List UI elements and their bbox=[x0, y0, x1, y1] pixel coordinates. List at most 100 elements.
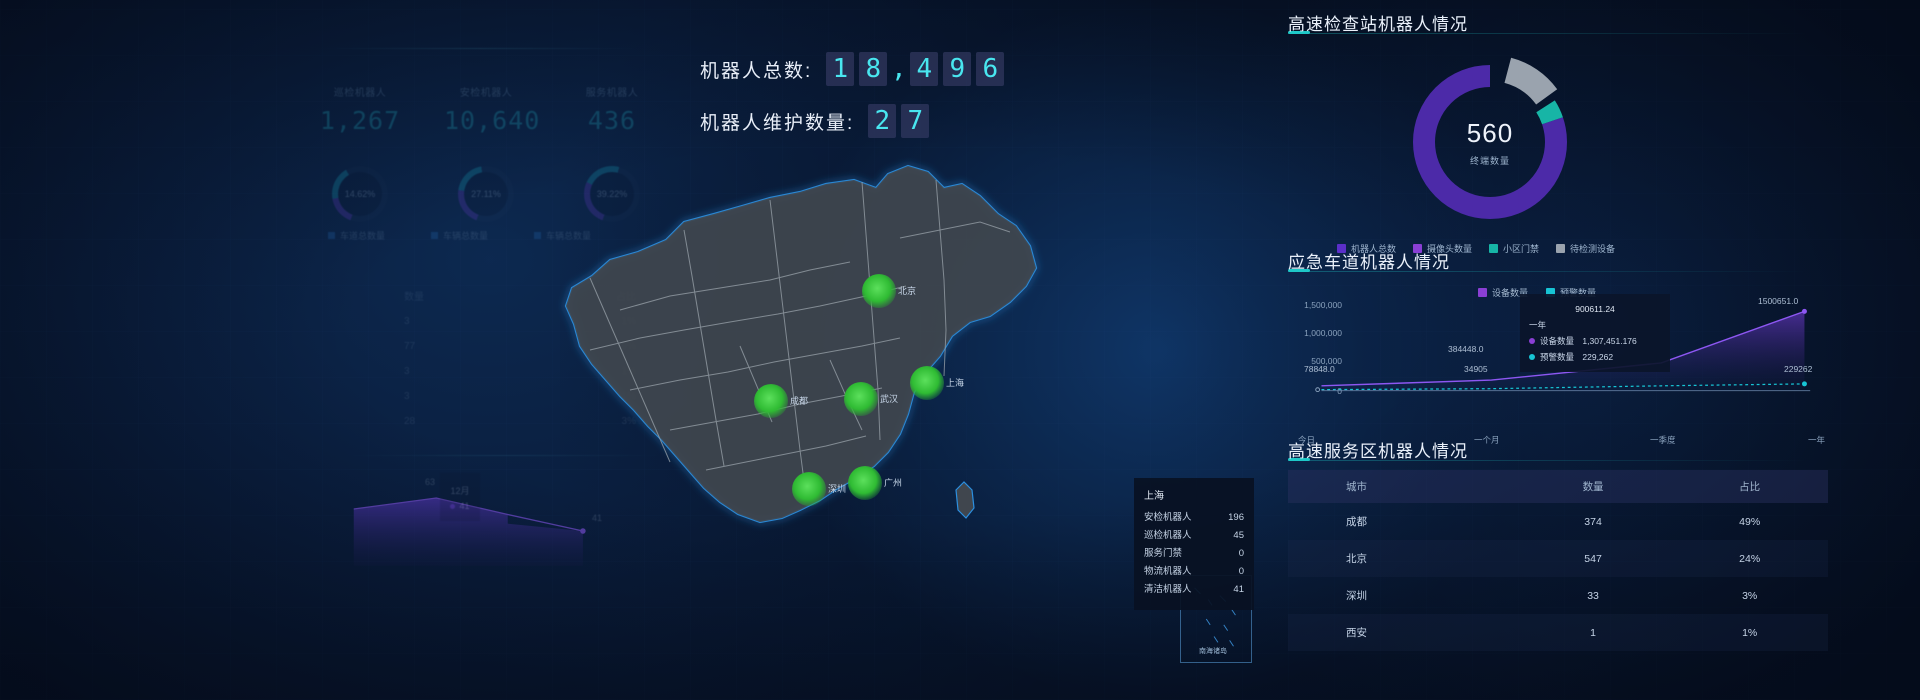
area-end-label: 41 bbox=[592, 513, 603, 523]
x-tick: 一个月 bbox=[1474, 435, 1500, 445]
legend-item: 摄像头数量 bbox=[1413, 242, 1472, 255]
gauge-column: 14.62% bbox=[318, 166, 402, 222]
digit: 7 bbox=[901, 104, 930, 138]
donut-center-labels: 560 终端数量 bbox=[1400, 52, 1580, 232]
line-chart-legend: 设备数量 预警数量 bbox=[1478, 286, 1596, 299]
table-row[interactable]: 北京 547 24% bbox=[1288, 540, 1828, 577]
point-label: 78848.0 bbox=[1304, 364, 1335, 374]
section-title: 应急车道机器人情况 bbox=[1288, 253, 1450, 272]
percent-gauge: 39.22% bbox=[584, 166, 640, 222]
digit: 9 bbox=[943, 52, 972, 86]
y-tick: 500,000 bbox=[1311, 356, 1342, 366]
cell-count: 3 bbox=[404, 366, 410, 377]
stat-label: 安检机器人 bbox=[459, 88, 513, 99]
cell-city: 北京 bbox=[1288, 540, 1515, 577]
cell-count: 28 bbox=[404, 416, 416, 427]
legend-label: 摄像头数量 bbox=[1427, 244, 1473, 254]
cell-count: 374 bbox=[1584, 515, 1602, 528]
stat-column: 巡检机器人 1,267 bbox=[318, 84, 402, 135]
checkpoint-donut-chart[interactable]: 560 终端数量 bbox=[1400, 52, 1580, 232]
counters-block: 机器人总数: 1 8 , 4 9 6 机器人维护数量: 2 7 bbox=[700, 52, 1005, 156]
tooltip-row-value: 45 bbox=[1233, 530, 1244, 542]
map-tooltip: 上海 安检机器人 196 巡检机器人 45 服务门禁 0 物流机器人 0 清洁机… bbox=[1134, 478, 1254, 611]
panel-divider bbox=[340, 455, 670, 456]
table-header-row: 城市 数量 占比 bbox=[1288, 470, 1828, 503]
donut-legend: 机器人总数 摄像头数量 小区门禁 待检测设备 bbox=[1337, 242, 1615, 255]
gauge-column: 39.22% bbox=[570, 166, 654, 222]
column-header-city: 城市 bbox=[1288, 470, 1515, 503]
gauge-column: 27.11% bbox=[444, 166, 528, 222]
donut-value: 560 bbox=[1466, 117, 1514, 148]
area-chart-tooltip: 12月 41 bbox=[440, 473, 480, 521]
cell-city: 成都 bbox=[1346, 516, 1367, 528]
tooltip-row: 巡检机器人 45 bbox=[1144, 527, 1244, 545]
emergency-line-chart[interactable]: 设备数量 预警数量 1,500,000 1,000,000 500,000 0 … bbox=[1288, 286, 1848, 445]
table-row[interactable]: 西安 1 1% bbox=[1288, 614, 1828, 651]
stat-row: 巡检机器人 1,267 安检机器人 10,640 服务机器人 436 bbox=[318, 84, 654, 135]
data-point bbox=[1801, 308, 1807, 314]
left-area-chart-panel: 63 41 12月 41 bbox=[340, 455, 670, 575]
tooltip-row-value: 196 bbox=[1228, 512, 1244, 523]
stat-value: 10,640 bbox=[444, 106, 541, 135]
map-island-taiwan bbox=[955, 481, 975, 519]
section-underline bbox=[1288, 31, 1310, 34]
x-tick: 一年 bbox=[1808, 435, 1826, 445]
legend-swatch-icon bbox=[1337, 244, 1346, 253]
cell-count: 547 bbox=[1514, 540, 1672, 577]
counter-total: 机器人总数: 1 8 , 4 9 6 bbox=[700, 52, 1005, 86]
tooltip-row: 设备数量 1,307,451.176 bbox=[1529, 333, 1661, 349]
data-point bbox=[1801, 381, 1807, 387]
gauge-row: 14.62% 27.11% 39.22% bbox=[318, 166, 654, 222]
counter-total-digits: 1 8 , 4 9 6 bbox=[826, 52, 1005, 86]
cell-count: 77 bbox=[404, 341, 416, 352]
cell-count: 3 bbox=[404, 316, 410, 327]
counter-maintenance: 机器人维护数量: 2 7 bbox=[700, 104, 1004, 138]
china-map-svg bbox=[564, 164, 1038, 524]
tooltip-row: 服务门禁 0 bbox=[1144, 545, 1244, 563]
legend-item: 设备数量 bbox=[1478, 286, 1528, 299]
legend-swatch-icon bbox=[1413, 244, 1423, 253]
section-underline-bg bbox=[1288, 33, 1808, 34]
tooltip-title: 12月 bbox=[450, 485, 470, 496]
section-underline-bg bbox=[1288, 271, 1808, 272]
series-dot-icon bbox=[450, 503, 456, 509]
legend-swatch-icon bbox=[328, 232, 335, 239]
series-dot-icon bbox=[1529, 338, 1535, 345]
section-title: 高速服务区机器人情况 bbox=[1288, 442, 1468, 461]
panel-divider bbox=[318, 48, 642, 49]
legend-label: 设备数量 bbox=[1492, 288, 1529, 298]
legend-label: 预警数量 bbox=[1560, 288, 1597, 298]
tooltip-row-label: 安检机器人 bbox=[1144, 512, 1192, 523]
stat-value: 436 bbox=[587, 106, 637, 135]
tooltip-row-label: 服务门禁 bbox=[1144, 548, 1183, 560]
percent-gauge: 14.62% bbox=[332, 166, 388, 222]
stats-legend: 车道总数量 车辆总数量 车辆总数量 bbox=[328, 229, 591, 242]
tooltip-row-value: 0 bbox=[1238, 548, 1244, 560]
table-row[interactable]: 成都 374 49% bbox=[1288, 503, 1828, 540]
legend-label: 机器人总数 bbox=[1351, 244, 1397, 254]
legend-item: 小区门禁 bbox=[1489, 242, 1539, 255]
tooltip-city: 上海 bbox=[1144, 491, 1164, 502]
service-area-table-wrap[interactable]: 城市 数量 占比 成都 374 49% 北京 547 24% 深圳 33 3% bbox=[1288, 470, 1828, 651]
legend-item: 预警数量 bbox=[1546, 286, 1596, 299]
table-row[interactable]: 深圳 33 3% bbox=[1288, 577, 1828, 614]
section-emergency-header: 应急车道机器人情况 bbox=[1288, 248, 1808, 272]
cell-city: 深圳 bbox=[1346, 590, 1367, 602]
point-label: 384448.0 bbox=[1448, 344, 1484, 354]
stat-column: 服务机器人 436 bbox=[570, 84, 654, 135]
area-peak-label: 63 bbox=[425, 477, 436, 487]
tooltip-row-value: 229,262 bbox=[1582, 352, 1614, 363]
point-label: 1500651.0 bbox=[1758, 296, 1799, 306]
digit: 6 bbox=[976, 52, 1005, 86]
series-dot-icon bbox=[1529, 354, 1535, 361]
table-row: 28 3% bbox=[400, 409, 640, 434]
series-area-devices bbox=[1321, 311, 1805, 390]
cell-pct: 3% bbox=[621, 416, 636, 427]
stat-column: 安检机器人 10,640 bbox=[444, 84, 541, 135]
china-map[interactable]: 北京 成都 武汉 上海 深圳 广州 bbox=[470, 110, 1110, 590]
point-label: 34905 bbox=[1464, 364, 1488, 374]
tooltip-x: 一年 bbox=[1529, 320, 1547, 331]
digit: 4 bbox=[910, 52, 939, 86]
y-tick: 1,000,000 bbox=[1304, 328, 1342, 338]
legend-swatch-icon bbox=[1478, 288, 1487, 297]
